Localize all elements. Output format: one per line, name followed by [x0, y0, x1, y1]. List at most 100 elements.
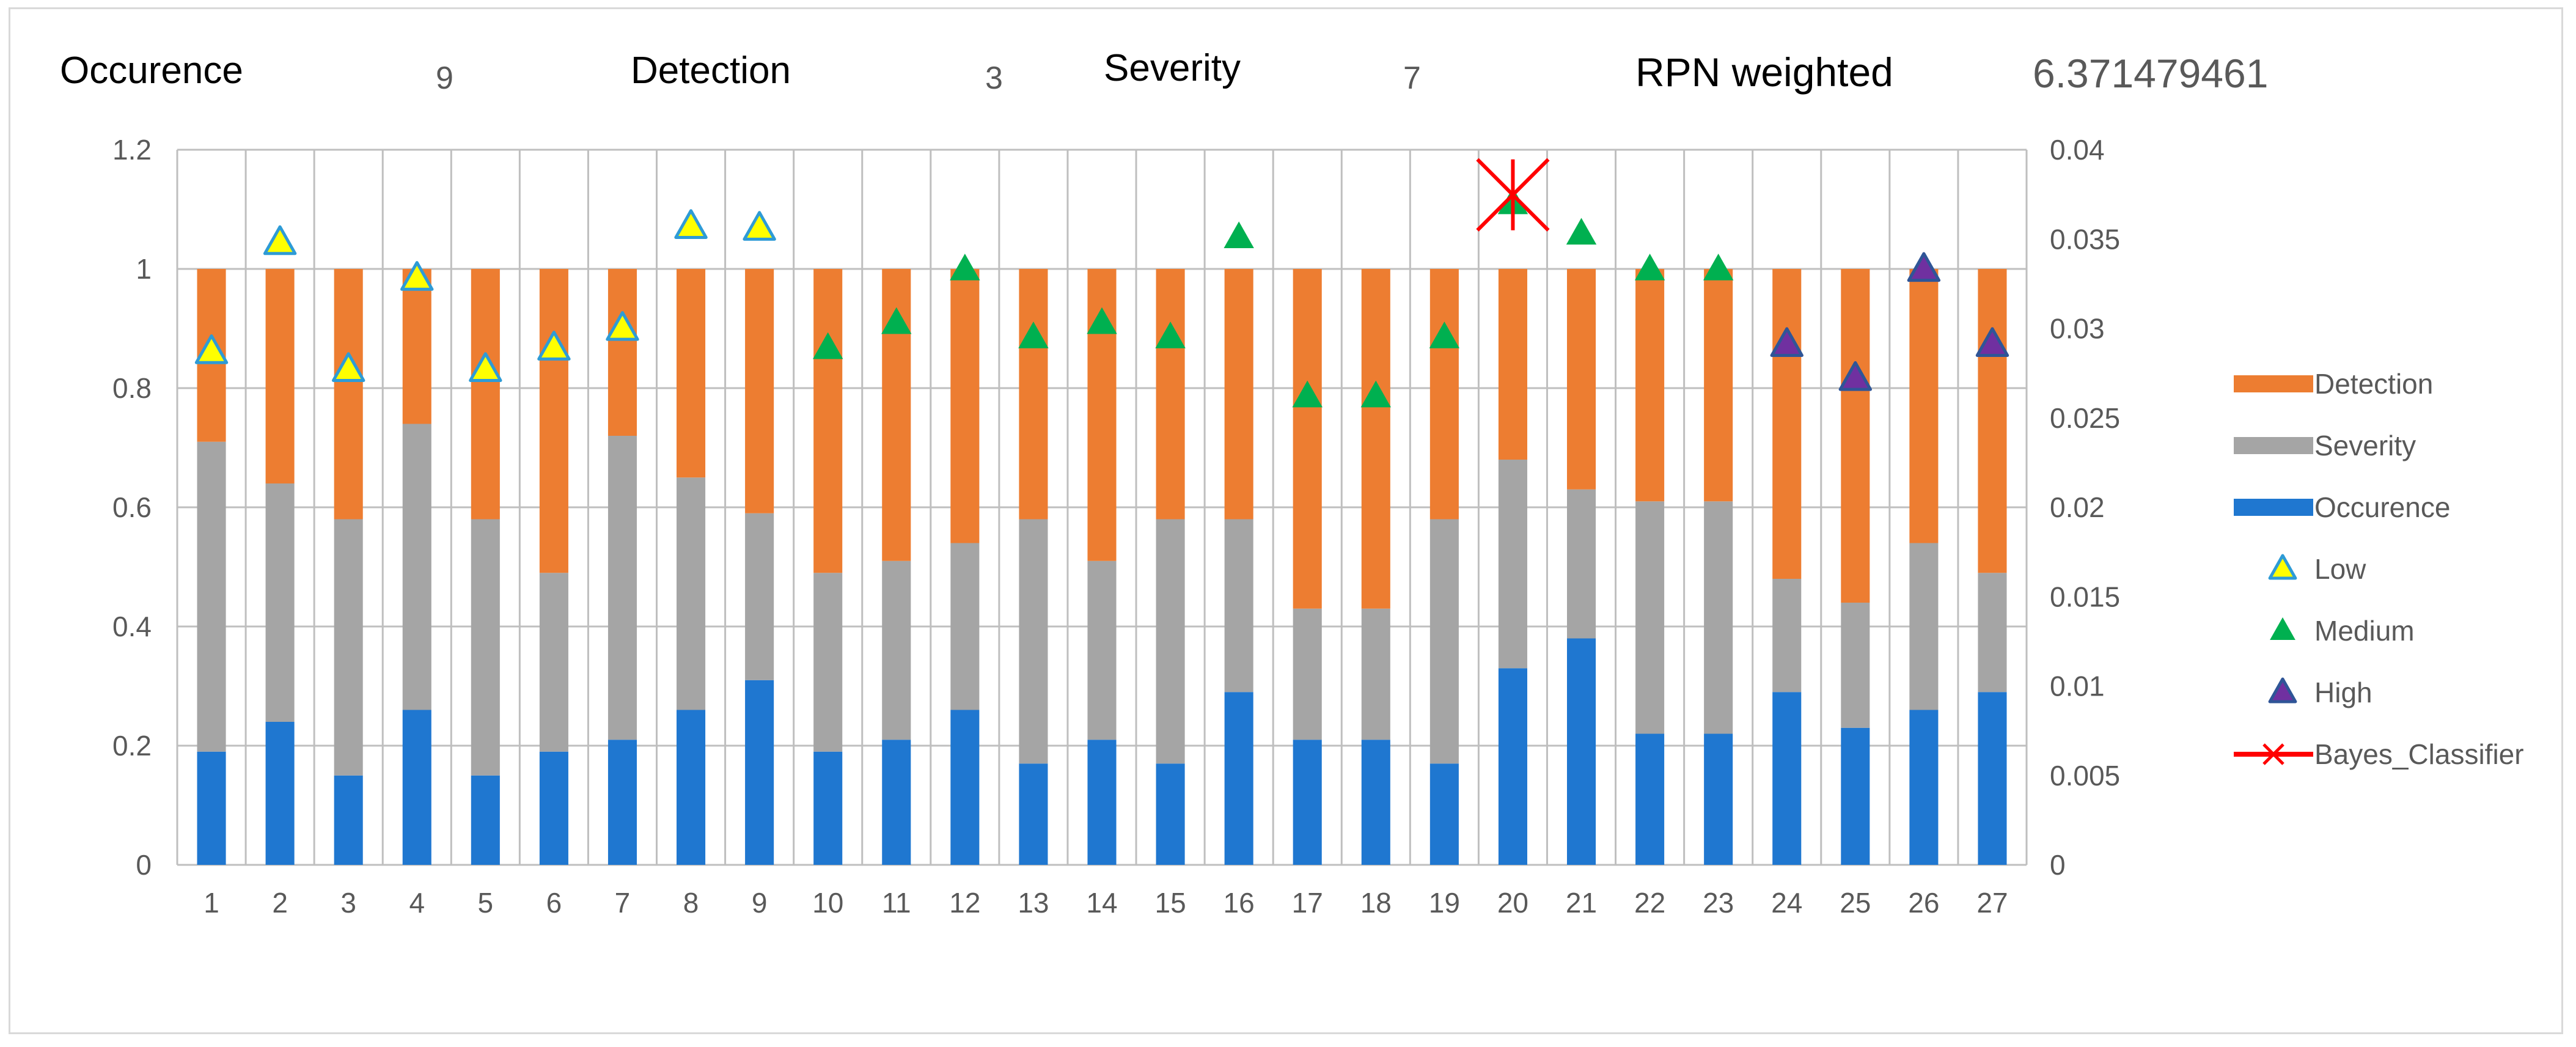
y-right-tick-label: 0.025 — [2050, 402, 2120, 434]
bar-severity-10 — [813, 573, 843, 752]
bar-occurence-21 — [1566, 638, 1596, 865]
bar-severity-9 — [745, 513, 774, 680]
marker-medium-11 — [881, 307, 912, 334]
bar-detection-20 — [1498, 269, 1527, 460]
y-left-tick-label: 0.6 — [112, 491, 152, 523]
y-left-tick-label: 0.4 — [112, 611, 152, 642]
legend-label-low: Low — [2314, 553, 2366, 585]
bar-detection-26 — [1909, 269, 1939, 543]
bar-severity-13 — [1019, 519, 1048, 764]
bar-severity-18 — [1361, 608, 1390, 740]
bar-detection-15 — [1156, 269, 1185, 520]
marker-high-24 — [1770, 327, 1804, 358]
bar-occurence-23 — [1704, 733, 1733, 865]
chart-frame — [9, 7, 2563, 1034]
bar-occurence-24 — [1772, 692, 1802, 865]
marker-medium-23 — [1703, 253, 1734, 281]
y-right-tick-label: 0.01 — [2050, 670, 2105, 702]
severity-label: Severity — [1104, 47, 1241, 89]
bar-occurence-11 — [882, 740, 911, 865]
bar-occurence-16 — [1224, 692, 1253, 865]
x-tick-label: 25 — [1840, 887, 1871, 919]
bar-detection-12 — [950, 269, 980, 543]
x-tick-label: 26 — [1908, 887, 1939, 919]
bar-detection-4 — [402, 269, 431, 424]
y-left-tick-label: 0.2 — [112, 730, 152, 762]
bar-occurence-13 — [1019, 763, 1048, 865]
bar-detection-24 — [1772, 269, 1802, 579]
bar-occurence-1 — [197, 751, 226, 865]
bar-detection-23 — [1704, 269, 1733, 502]
marker-medium-14 — [1087, 307, 1117, 334]
x-tick-label: 15 — [1154, 887, 1186, 919]
legend-label-detection: Detection — [2314, 368, 2433, 400]
bar-detection-9 — [745, 269, 774, 513]
y-right-tick-label: 0 — [2050, 849, 2066, 881]
bar-severity-1 — [197, 441, 226, 752]
y-right-tick-label: 0.02 — [2050, 491, 2105, 523]
bar-severity-23 — [1704, 501, 1733, 734]
bar-occurence-3 — [334, 775, 363, 865]
bar-detection-10 — [813, 269, 843, 573]
marker-medium-17 — [1292, 380, 1323, 408]
marker-low-3 — [331, 352, 365, 382]
bar-severity-2 — [265, 483, 295, 722]
detection-label: Detection — [631, 50, 791, 92]
x-tick-label: 4 — [409, 887, 425, 919]
x-tick-label: 1 — [204, 887, 219, 919]
bar-occurence-27 — [1978, 692, 2007, 865]
bar-severity-6 — [539, 573, 568, 752]
bar-severity-19 — [1429, 519, 1459, 764]
x-tick-label: 22 — [1634, 887, 1665, 919]
bar-detection-6 — [539, 269, 568, 573]
x-tick-label: 20 — [1497, 887, 1528, 919]
bar-occurence-5 — [471, 775, 500, 865]
marker-low-4 — [400, 261, 434, 291]
marker-low-2 — [263, 225, 297, 255]
x-tick-label: 11 — [882, 887, 911, 919]
x-tick-label: 13 — [1018, 887, 1049, 919]
x-tick-label: 14 — [1086, 887, 1117, 919]
bar-detection-27 — [1978, 269, 2007, 573]
marker-medium-19 — [1429, 321, 1460, 348]
bar-occurence-14 — [1087, 740, 1117, 865]
y-left-tick-label: 1 — [136, 253, 152, 285]
bar-severity-15 — [1156, 519, 1185, 764]
marker-medium-21 — [1566, 218, 1597, 245]
y-left-tick-label: 0 — [136, 849, 152, 881]
bar-severity-25 — [1841, 603, 1870, 728]
x-tick-label: 5 — [478, 887, 494, 919]
marker-low-1 — [194, 334, 229, 364]
marker-low-8 — [674, 209, 708, 239]
x-tick-label: 8 — [683, 887, 699, 919]
occurence-value: 9 — [436, 61, 453, 96]
bar-occurence-8 — [677, 710, 706, 865]
x-tick-label: 27 — [1976, 887, 2008, 919]
bar-severity-20 — [1498, 460, 1527, 669]
bar-detection-16 — [1224, 269, 1253, 520]
rpn-label: RPN weighted — [1635, 50, 1893, 95]
bar-severity-7 — [607, 436, 637, 740]
x-tick-label: 12 — [949, 887, 980, 919]
legend-swatch-detection — [2234, 375, 2313, 392]
legend-swatch-high — [2268, 677, 2297, 704]
detection-value: 3 — [985, 61, 1003, 96]
marker-low-9 — [743, 211, 776, 241]
x-tick-label: 19 — [1429, 887, 1460, 919]
y-right-tick-label: 0.005 — [2050, 760, 2120, 792]
marker-medium-10 — [813, 332, 843, 359]
y-right-tick-label: 0.04 — [2050, 134, 2105, 166]
bar-detection-3 — [334, 269, 363, 520]
bar-severity-16 — [1224, 519, 1253, 692]
legend-swatch-occurence — [2234, 499, 2313, 516]
x-tick-label: 16 — [1224, 887, 1255, 919]
marker-medium-13 — [1018, 321, 1049, 348]
bar-occurence-17 — [1293, 740, 1322, 865]
x-tick-label: 3 — [340, 887, 356, 919]
bar-severity-5 — [471, 519, 500, 776]
x-tick-label: 6 — [546, 887, 562, 919]
x-tick-label: 21 — [1566, 887, 1597, 919]
legend-label-severity: Severity — [2314, 430, 2416, 461]
legend-swatch-bayes-star — [2262, 743, 2284, 765]
